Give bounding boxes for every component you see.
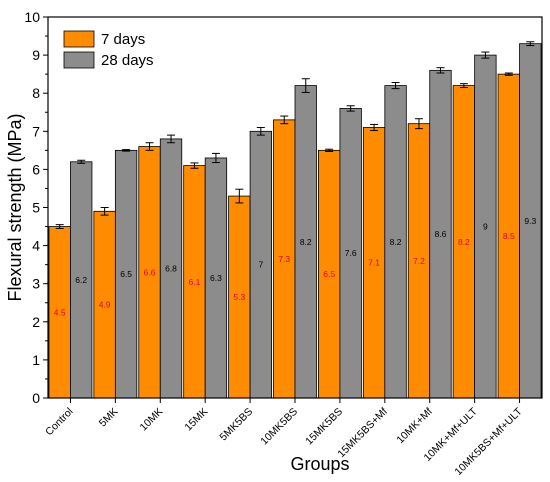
data-label: 8.5 [503,231,515,241]
y-tick-label: 8 [32,85,40,101]
y-tick-label: 9 [32,47,40,63]
error-bar [235,188,244,204]
legend: 7 days 28 days [63,30,154,69]
data-label: 6.3 [210,273,222,283]
y-tick-label: 10 [24,9,40,25]
legend-swatch-28-days [63,51,95,69]
y-tick-label: 0 [32,390,40,406]
error-bar [280,115,289,125]
error-bar [481,51,490,59]
error-bar [211,152,220,164]
y-tick-label: 1 [32,352,40,368]
legend-label-28-days: 28 days [101,52,154,69]
data-label: 6.5 [323,269,335,279]
x-axis-label: Groups [290,454,349,474]
error-bar [190,162,199,169]
data-label: 6.2 [75,275,87,285]
data-label: 9.3 [524,216,536,226]
data-label: 7.2 [413,256,425,266]
x-tick-label: Control [43,406,75,438]
error-bar [346,105,355,112]
error-bar [100,207,109,216]
error-bar [301,78,310,93]
legend-label-7-days: 7 days [101,31,145,48]
x-tick-label: 10MK5BS [258,406,300,448]
y-tick-label: 5 [32,200,40,216]
y-tick-label: 2 [32,314,40,330]
data-label: 4.9 [99,300,111,310]
y-tick-label: 3 [32,276,40,292]
data-label: 7.3 [278,254,290,264]
x-tick-label: 5MK5BS [217,406,255,444]
data-label: 8.2 [390,237,402,247]
error-bar [256,126,265,136]
data-label: 8.2 [300,237,312,247]
x-tick-label: 15MK [182,406,210,434]
data-label: 6.8 [165,263,177,273]
error-bar [526,41,535,47]
y-tick-label: 4 [32,238,40,254]
error-bar [77,159,86,164]
legend-swatch-7-days [63,30,95,48]
y-tick-label: 6 [32,161,40,177]
plot-frame [47,16,543,399]
y-tick-label: 7 [32,123,40,139]
data-label: 6.1 [189,277,201,287]
chart-marks: 4.5 6.2 4.9 6.5 6.6 6.8 6.1 6.3 5.3 7 7.3 8.2 6.5 7.6… [48,41,542,399]
data-label: 6.6 [144,267,156,277]
data-label: 8.2 [458,237,470,247]
error-bar [436,67,445,74]
data-label: 7.6 [345,248,357,258]
error-bar [391,82,400,90]
error-bar [325,148,334,152]
x-tick-label: 15MK5BS [303,406,345,448]
data-label: 5.3 [233,292,245,302]
x-tick-label: 10MK+Mf [394,406,435,447]
data-label: 7.1 [368,258,380,268]
data-label: 4.5 [54,307,66,317]
y-axis-ticks: 0 1 2 3 4 5 6 7 8 9 10 [24,9,48,406]
x-tick-label: 10MK [138,406,166,434]
error-bar [459,83,468,88]
error-bar [504,72,513,76]
x-axis-ticks: Control 5MK 10MK 15MK 5MK5BS 10MK5BS 15MK5BS15… [43,398,525,478]
error-bar [370,123,379,132]
error-bar [414,118,423,130]
data-label: 7 [258,260,263,270]
x-tick-label: 5MK [97,406,121,430]
data-label: 6.5 [120,269,132,279]
error-bar [55,224,64,229]
error-bar [167,134,176,144]
error-bar [145,142,154,151]
data-label: 8.6 [435,229,447,239]
error-bar [122,149,131,152]
y-axis-label: Flexural strength (MPa) [5,113,25,301]
data-label: 9 [483,222,488,232]
